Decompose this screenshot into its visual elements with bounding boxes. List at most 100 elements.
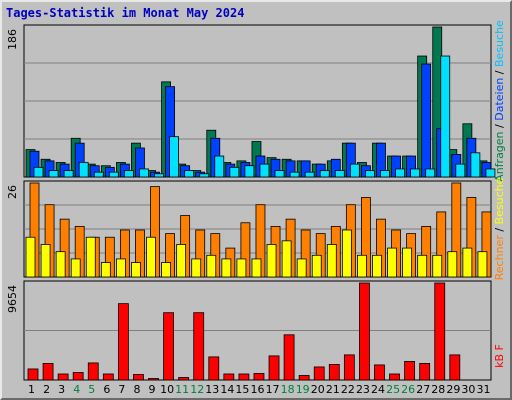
x-tick-label-day-19: 19	[296, 383, 310, 396]
x-tick-label-day-30: 30	[461, 383, 475, 396]
x-tick-label-day-12: 12	[190, 383, 204, 396]
x-tick-label-day-9: 9	[149, 383, 156, 396]
bar-top-besuche-day-19	[304, 171, 315, 178]
bar-top-besuche-day-2	[48, 170, 59, 178]
bar-middle-besuche-day-9	[146, 236, 156, 278]
x-tick-label-day-31: 31	[476, 383, 490, 396]
bar-bottom-kbf-day-25	[389, 373, 400, 381]
bar-middle-besuche-day-20	[311, 254, 322, 278]
bar-middle-besuche-day-1	[25, 236, 36, 278]
bar-top-besuche-day-5	[93, 171, 104, 178]
bar-top-besuche-day-12	[199, 173, 210, 178]
x-tick-label-day-18: 18	[281, 383, 295, 396]
bar-middle-besuche-day-14	[221, 258, 232, 278]
bar-top-besuche-day-18	[289, 171, 300, 178]
bar-top-besuche-day-21	[334, 170, 345, 178]
chart-title: Tages-Statistik im Monat May 2024	[6, 6, 245, 20]
bar-bottom-kbf-day-4	[72, 372, 84, 381]
legend-entry: /	[493, 121, 506, 132]
bar-top-besuche-day-22	[349, 163, 360, 178]
bar-middle-besuche-day-18	[281, 240, 292, 278]
bar-top-besuche-day-13	[214, 155, 225, 178]
bar-top-besuche-day-24	[380, 170, 390, 178]
bar-bottom-kbf-day-13	[208, 356, 220, 381]
bar-bottom-kbf-day-20	[313, 366, 325, 381]
bar-middle-besuche-day-5	[85, 236, 96, 278]
bar-middle-besuche-day-30	[462, 247, 473, 278]
x-tick-label-day-6: 6	[103, 383, 110, 396]
legend-entry: /	[493, 224, 506, 235]
bar-top-besuche-day-29	[455, 163, 466, 178]
bar-top-besuche-day-15	[244, 165, 255, 178]
bar-top-besuche-day-11	[184, 170, 195, 178]
bar-top-besuche-day-16	[259, 163, 270, 178]
bar-middle-besuche-day-28	[432, 254, 443, 278]
bar-bottom-kbf-day-18	[283, 334, 295, 381]
x-tick-label-day-8: 8	[133, 383, 140, 396]
bar-middle-besuche-day-13	[206, 254, 217, 278]
bar-middle-besuche-day-29	[447, 251, 458, 278]
x-tick-label-day-21: 21	[326, 383, 340, 396]
bar-bottom-kbf-day-7	[117, 303, 129, 381]
legend-entry: Besuche	[493, 177, 506, 224]
y-max-label-top: 186	[6, 29, 19, 50]
bar-middle-besuche-day-2	[40, 244, 51, 278]
x-tick-label-day-16: 16	[251, 383, 265, 396]
bar-top-besuche-day-7	[123, 170, 134, 178]
bar-middle-besuche-day-23	[357, 254, 367, 278]
bar-top-besuche-day-14	[229, 166, 240, 178]
bar-bottom-kbf-day-6	[102, 373, 114, 381]
x-tick-label-day-13: 13	[205, 383, 219, 396]
bar-middle-besuche-day-10	[161, 262, 171, 278]
bar-top-besuche-day-30	[470, 152, 481, 178]
bar-top-besuche-day-8	[139, 168, 149, 178]
legend-entry: Rechner	[493, 235, 506, 281]
x-tick-label-day-5: 5	[88, 383, 95, 396]
bar-bottom-kbf-day-21	[328, 364, 340, 381]
x-tick-label-day-28: 28	[431, 383, 445, 396]
bar-top-besuche-day-4	[78, 162, 89, 178]
bar-bottom-kbf-day-15	[238, 373, 250, 381]
bar-top-besuche-day-27	[425, 168, 436, 178]
bar-middle-besuche-day-21	[326, 244, 337, 278]
bar-middle-besuche-day-15	[236, 258, 247, 278]
x-tick-label-day-29: 29	[446, 383, 460, 396]
bar-top-besuche-day-20	[319, 170, 330, 178]
x-tick-label-day-10: 10	[160, 383, 174, 396]
bar-middle-besuche-day-31	[477, 251, 488, 278]
bar-top-besuche-day-1	[33, 166, 44, 178]
bar-middle-besuche-day-8	[131, 262, 141, 278]
bar-bottom-kbf-day-3	[57, 373, 69, 381]
x-tick-label-day-17: 17	[266, 383, 280, 396]
bar-top-besuche-day-9	[154, 173, 164, 178]
bar-top-besuche-day-17	[274, 170, 285, 178]
legend-entry: Anfragen	[493, 131, 506, 181]
bar-bottom-kbf-day-28	[434, 282, 446, 381]
bar-top-dateien-day-27	[421, 63, 432, 178]
x-tick-label-day-3: 3	[58, 383, 65, 396]
legend-entry: Besuche	[493, 20, 506, 67]
x-tick-label-day-26: 26	[401, 383, 415, 396]
y-max-label-bottom: 9654	[6, 285, 19, 313]
bar-bottom-kbf-day-10	[163, 312, 174, 381]
x-tick-label-day-22: 22	[341, 383, 355, 396]
bar-middle-besuche-day-12	[191, 258, 202, 278]
bar-bottom-kbf-day-11	[178, 377, 190, 381]
bar-top-besuche-day-10	[169, 136, 179, 178]
bar-bottom-kbf-day-1	[27, 368, 39, 381]
bar-bottom-kbf-day-5	[87, 362, 99, 381]
bar-top-besuche-day-28	[440, 55, 451, 178]
x-tick-label-day-23: 23	[356, 383, 370, 396]
y-max-label-middle: 26	[6, 185, 19, 199]
x-tick-label-day-15: 15	[235, 383, 249, 396]
bar-bottom-kbf-day-19	[298, 375, 310, 381]
bar-bottom-kbf-day-26	[404, 361, 416, 381]
legend-top: Anfragen / Dateien / Besuche	[493, 20, 506, 182]
bar-top-besuche-day-6	[108, 171, 119, 178]
x-tick-label-day-20: 20	[311, 383, 325, 396]
bar-top-besuche-day-3	[63, 170, 74, 178]
bar-middle-besuche-day-25	[387, 247, 397, 278]
bar-bottom-kbf-day-17	[268, 355, 280, 381]
bar-middle-besuche-day-26	[402, 247, 413, 278]
